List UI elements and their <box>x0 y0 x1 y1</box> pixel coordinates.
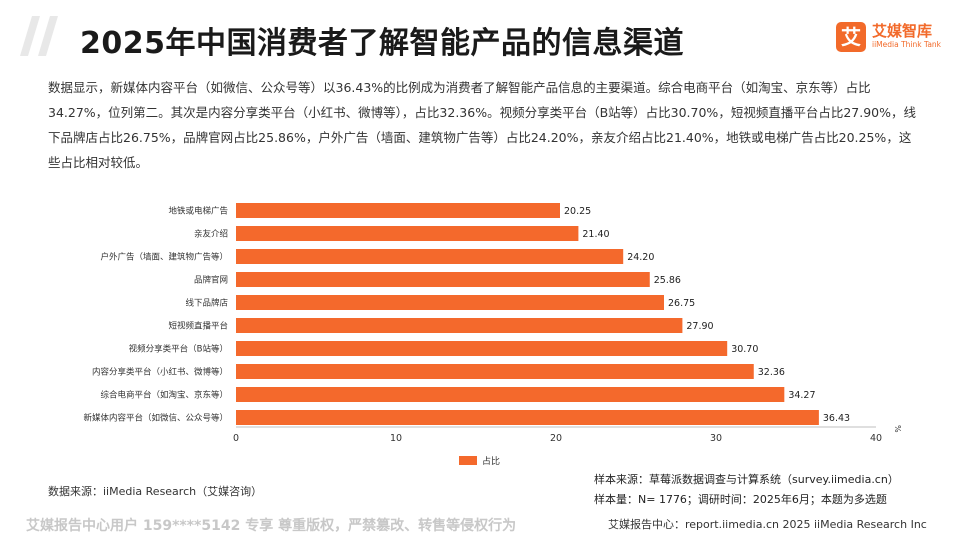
data-label: 27.90 <box>686 321 713 332</box>
brand-name: 艾媒智库 <box>872 22 933 40</box>
bar <box>236 318 683 333</box>
category-label: 视频分享类平台（B站等） <box>129 344 228 355</box>
category-label: 品牌官网 <box>194 275 228 286</box>
data-label: 32.36 <box>758 367 785 378</box>
bar-chart: 地铁或电梯广告 20.25 亲友介绍 21.40 户外广告（墙面、建筑物广告等） 24.2… <box>83 203 902 467</box>
category-label: 线下品牌店 <box>185 298 228 309</box>
bar <box>236 295 664 310</box>
brand-mark-icon: 艾 <box>836 22 866 52</box>
title-slash-decoration <box>20 16 58 56</box>
bar <box>236 272 650 287</box>
footer-site: 艾媒报告中心：report.iimedia.cn 2025 iiMedia Re… <box>608 518 927 531</box>
x-tick-label: 10 <box>390 433 402 444</box>
bar <box>236 410 819 425</box>
category-label: 短视频直播平台 <box>168 321 228 332</box>
category-label: 亲友介绍 <box>194 229 228 240</box>
bar <box>236 249 624 264</box>
bar <box>236 364 754 379</box>
footer-watermark: 艾媒报告中心用户 159****5142 专享 尊重版权，严禁篡改、转售等侵权行… <box>26 518 517 534</box>
data-label: 26.75 <box>668 298 695 309</box>
x-tick-label: 40 <box>870 433 882 444</box>
bar <box>236 341 728 356</box>
data-label: 25.86 <box>654 275 681 286</box>
x-unit-label: % <box>893 425 902 433</box>
x-tick-label: 0 <box>233 433 239 444</box>
data-label: 34.27 <box>788 390 815 401</box>
category-label: 户外广告（墙面、建筑物广告等） <box>100 252 228 263</box>
sample-info: 样本来源：草莓派数据调查与计算系统（survey.iimedia.cn） 样本量… <box>594 470 899 510</box>
bar <box>236 226 579 241</box>
category-label: 新媒体内容平台（如微信、公众号等） <box>83 413 228 424</box>
sample-source: 样本来源：草莓派数据调查与计算系统（survey.iimedia.cn） <box>594 473 899 486</box>
page-title: 2025年中国消费者了解智能产品的信息渠道 <box>80 26 684 61</box>
category-label: 内容分享类平台（小红书、微博等） <box>92 367 228 378</box>
category-label: 综合电商平台（如淘宝、京东等） <box>100 390 228 401</box>
bar <box>236 203 560 218</box>
data-label: 30.70 <box>731 344 758 355</box>
x-tick-label: 20 <box>550 433 562 444</box>
data-label: 24.20 <box>627 252 654 263</box>
data-label: 21.40 <box>582 229 609 240</box>
legend-swatch <box>459 456 477 465</box>
data-source: 数据来源：iiMedia Research（艾媒咨询） <box>48 485 263 498</box>
category-label: 地铁或电梯广告 <box>168 206 228 217</box>
legend-label: 占比 <box>482 455 500 467</box>
data-label: 20.25 <box>564 206 591 217</box>
brand-name-en: iiMedia Think Tank <box>872 40 942 49</box>
bar <box>236 387 785 402</box>
sample-size: 样本量：N= 1776；调研时间：2025年6月；本题为多选题 <box>594 493 887 506</box>
x-tick-label: 30 <box>710 433 722 444</box>
data-label: 36.43 <box>823 413 850 424</box>
brand-logo: 艾 艾媒智库 iiMedia Think Tank <box>836 20 946 54</box>
description-paragraph: 数据显示，新媒体内容平台（如微信、公众号等）以36.43%的比例成为消费者了解智… <box>48 80 916 170</box>
